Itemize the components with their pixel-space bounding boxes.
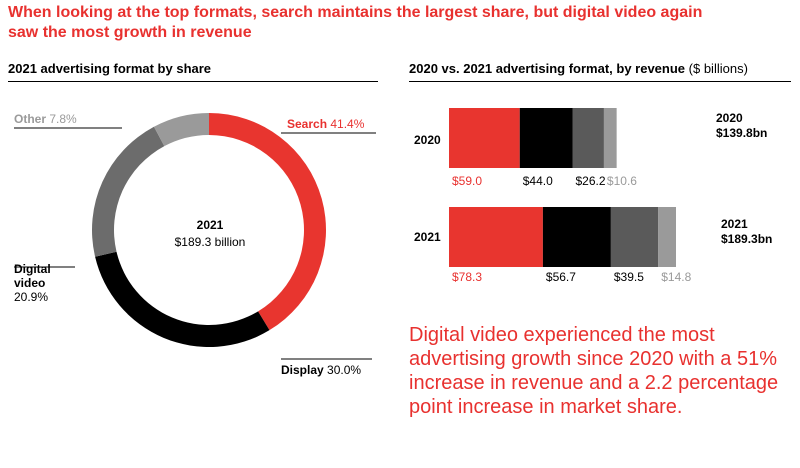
total-2020-year: 2020 bbox=[716, 111, 743, 125]
bar-2020-digital-video bbox=[572, 108, 604, 168]
donut-slice-other bbox=[153, 113, 209, 147]
donut-title-rule bbox=[8, 81, 378, 82]
bar-value-2021-display: $56.7 bbox=[546, 270, 576, 284]
total-2021-value: $189.3bn bbox=[721, 232, 773, 246]
donut-label-search: Search 41.4% bbox=[287, 117, 365, 131]
total-2021: 2021 $189.3bn bbox=[721, 217, 772, 247]
headline: When looking at the top formats, search … bbox=[8, 4, 703, 41]
donut-label-display: Display 30.0% bbox=[281, 363, 361, 377]
bar-2021-other bbox=[658, 207, 676, 267]
bar-2020-display bbox=[519, 108, 573, 168]
donut-center-total: $189.3 billion bbox=[174, 235, 246, 249]
donut-chart-title: 2021 advertising format by share bbox=[8, 61, 212, 76]
bar-title-rule bbox=[409, 81, 791, 82]
bar-value-2020-other: $10.6 bbox=[607, 174, 637, 188]
bar-chart-title: 2020 vs. 2021 advertising format, by rev… bbox=[409, 61, 748, 76]
bar-value-2020-digital-video: $26.2 bbox=[576, 174, 606, 188]
donut-label-digital-video: Digital video 20.9% bbox=[14, 262, 51, 304]
donut-slice-digital-video bbox=[91, 126, 165, 257]
bar-value-2021-other: $14.8 bbox=[661, 270, 691, 284]
donut-slice-display bbox=[95, 251, 270, 347]
callout-text: Digital video experienced the most adver… bbox=[409, 324, 779, 418]
donut-label-other: Other 7.8% bbox=[14, 112, 77, 126]
bar-category-2021: 2021 bbox=[414, 230, 441, 244]
bar-2020-other bbox=[603, 108, 617, 168]
bar-2020-search bbox=[449, 108, 520, 168]
bar-2021-display bbox=[542, 207, 611, 267]
total-2021-year: 2021 bbox=[721, 217, 748, 231]
bar-chart-title-text: 2020 vs. 2021 advertising format, by rev… bbox=[409, 61, 686, 76]
bar-value-2020-search: $59.0 bbox=[452, 174, 482, 188]
bar-value-2020-display: $44.0 bbox=[523, 174, 553, 188]
bar-value-2021-search: $78.3 bbox=[452, 270, 482, 284]
total-2020: 2020 $139.8bn bbox=[716, 111, 767, 141]
total-2020-value: $139.8bn bbox=[716, 126, 768, 140]
donut-center-year: 2021 bbox=[196, 218, 224, 232]
bar-value-2021-digital-video: $39.5 bbox=[614, 270, 644, 284]
bar-2021-digital-video bbox=[610, 207, 659, 267]
donut-center-label: 2021 $189.3 billion bbox=[150, 217, 270, 251]
donut-slice-search bbox=[209, 113, 326, 331]
bar-chart-unit: ($ billions) bbox=[688, 61, 748, 76]
bar-category-2020: 2020 bbox=[414, 133, 441, 147]
bar-2021-search bbox=[449, 207, 543, 267]
